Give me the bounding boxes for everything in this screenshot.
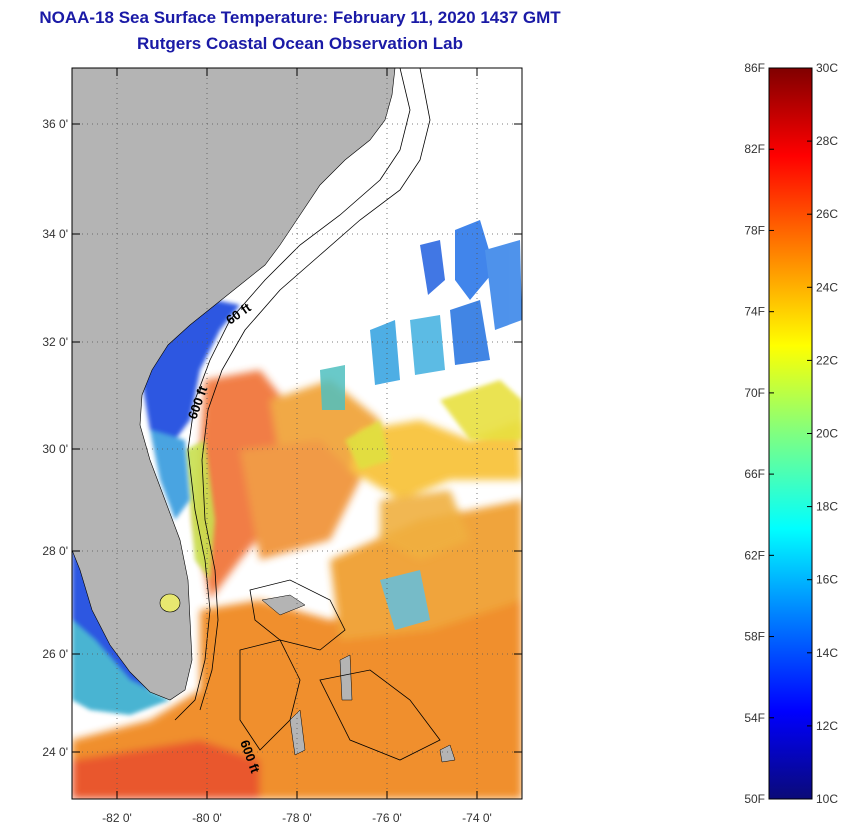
colorbar-c-label: 12C	[816, 719, 838, 733]
map-subtitle: Rutgers Coastal Ocean Observation Lab	[137, 34, 463, 53]
colorbar-c-label: 16C	[816, 573, 838, 587]
depth-contours	[174, 68, 441, 761]
lon-label: -74 0'	[462, 811, 492, 825]
lon-label: -80 0'	[192, 811, 222, 825]
colorbar-f-label: 86F	[744, 61, 765, 75]
colorbar-c-label: 22C	[816, 353, 838, 367]
warm-water-central	[195, 370, 522, 600]
colorbar-f-label: 66F	[744, 467, 765, 481]
gulf-stream-edge	[185, 380, 522, 580]
colorbar-f-label: 82F	[744, 142, 765, 156]
colorbar-c-label: 28C	[816, 134, 838, 148]
lat-label: 30 0'	[42, 442, 68, 456]
lat-labels: 24 0' 26 0' 28 0' 30 0' 32 0' 34 0' 36 0…	[42, 117, 68, 759]
lon-label: -76 0'	[372, 811, 402, 825]
lake-okeechobee	[159, 593, 181, 613]
map-title: NOAA-18 Sea Surface Temperature: Februar…	[39, 8, 561, 27]
colorbar	[768, 67, 813, 800]
lat-label: 36 0'	[42, 117, 68, 131]
colorbar-ticks	[769, 67, 812, 800]
colorbar-f-label: 70F	[744, 386, 765, 400]
lat-label: 32 0'	[42, 335, 68, 349]
colorbar-c-label: 26C	[816, 207, 838, 221]
land-mainland	[72, 68, 396, 701]
colorbar-f-label: 62F	[744, 548, 765, 562]
graticule	[72, 68, 522, 799]
colorbar-f-label: 78F	[744, 223, 765, 237]
colorbar-f-label: 50F	[744, 792, 765, 806]
colorbar-f-label: 54F	[744, 711, 765, 725]
tick-marks	[72, 68, 522, 799]
colorbar-c-label: 24C	[816, 280, 838, 294]
lat-label: 24 0'	[42, 745, 68, 759]
lon-labels: -82 0' -80 0' -78 0' -76 0' -74 0'	[102, 811, 492, 825]
lon-label: -82 0'	[102, 811, 132, 825]
warm-water-south	[72, 500, 522, 799]
colorbar-c-label: 18C	[816, 500, 838, 514]
sst-field	[72, 68, 522, 799]
lat-label: 26 0'	[42, 647, 68, 661]
colorbar-fahrenheit-labels: 50F 54F 58F 62F 66F 70F 74F 78F 82F 86F	[744, 61, 765, 806]
offshore-cold-streaks	[320, 220, 522, 630]
colorbar-c-label: 14C	[816, 646, 838, 660]
bahamas-islands	[261, 594, 456, 763]
colorbar-f-label: 74F	[744, 305, 765, 319]
colorbar-celsius-labels: 10C 12C 14C 16C 18C 20C 22C 24C 26C 28C 30C	[816, 61, 838, 806]
lat-label: 34 0'	[42, 227, 68, 241]
lat-label: 28 0'	[42, 544, 68, 558]
colorbar-f-label: 58F	[744, 630, 765, 644]
colorbar-c-label: 30C	[816, 61, 838, 75]
lon-label: -78 0'	[282, 811, 312, 825]
colorbar-c-label: 10C	[816, 792, 838, 806]
colorbar-c-label: 20C	[816, 427, 838, 441]
